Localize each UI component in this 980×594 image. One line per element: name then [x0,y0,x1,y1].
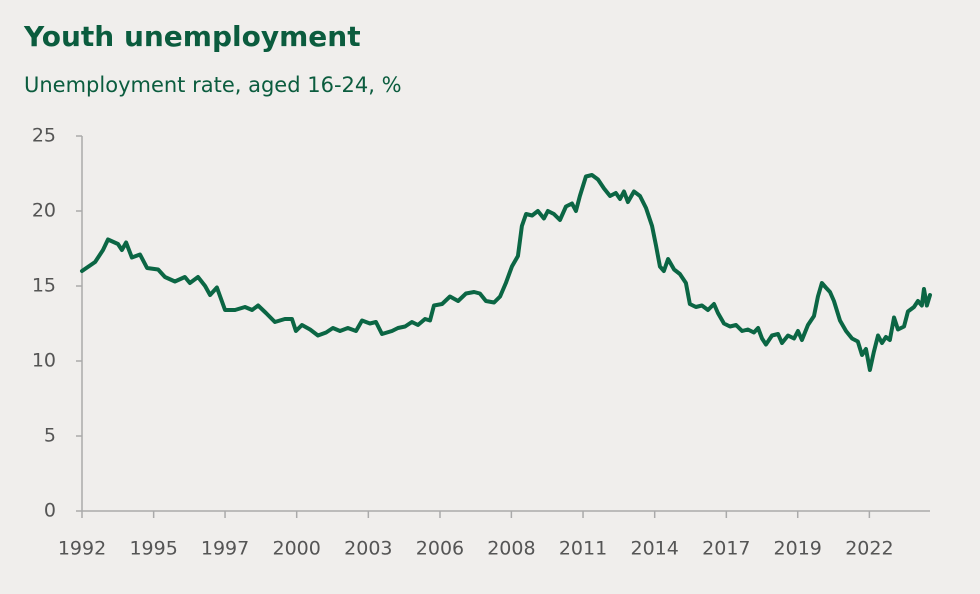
x-tick-label: 2011 [559,538,607,560]
x-tick-label: 2017 [702,538,750,560]
y-tick-label: 20 [32,200,56,222]
y-tick-label: 10 [32,350,56,372]
x-tick-label: 2019 [774,538,822,560]
y-tick-label: 15 [32,275,56,297]
x-tick-label: 2022 [845,538,893,560]
x-tick-label: 1995 [129,538,177,560]
chart-title: Youth unemployment [23,20,361,53]
y-tick-label: 5 [44,425,56,447]
chart-subtitle: Unemployment rate, aged 16-24, % [24,73,402,97]
x-tick-label: 1997 [201,538,249,560]
y-tick-label: 0 [44,500,56,522]
x-tick-label: 2000 [273,538,321,560]
x-tick-label: 1992 [58,538,106,560]
x-tick-label: 2006 [416,538,464,560]
x-tick-label: 2014 [631,538,679,560]
x-tick-label: 2003 [344,538,392,560]
data-line [80,173,932,372]
y-tick-label: 25 [32,125,56,147]
x-tick-label: 2008 [487,538,535,560]
